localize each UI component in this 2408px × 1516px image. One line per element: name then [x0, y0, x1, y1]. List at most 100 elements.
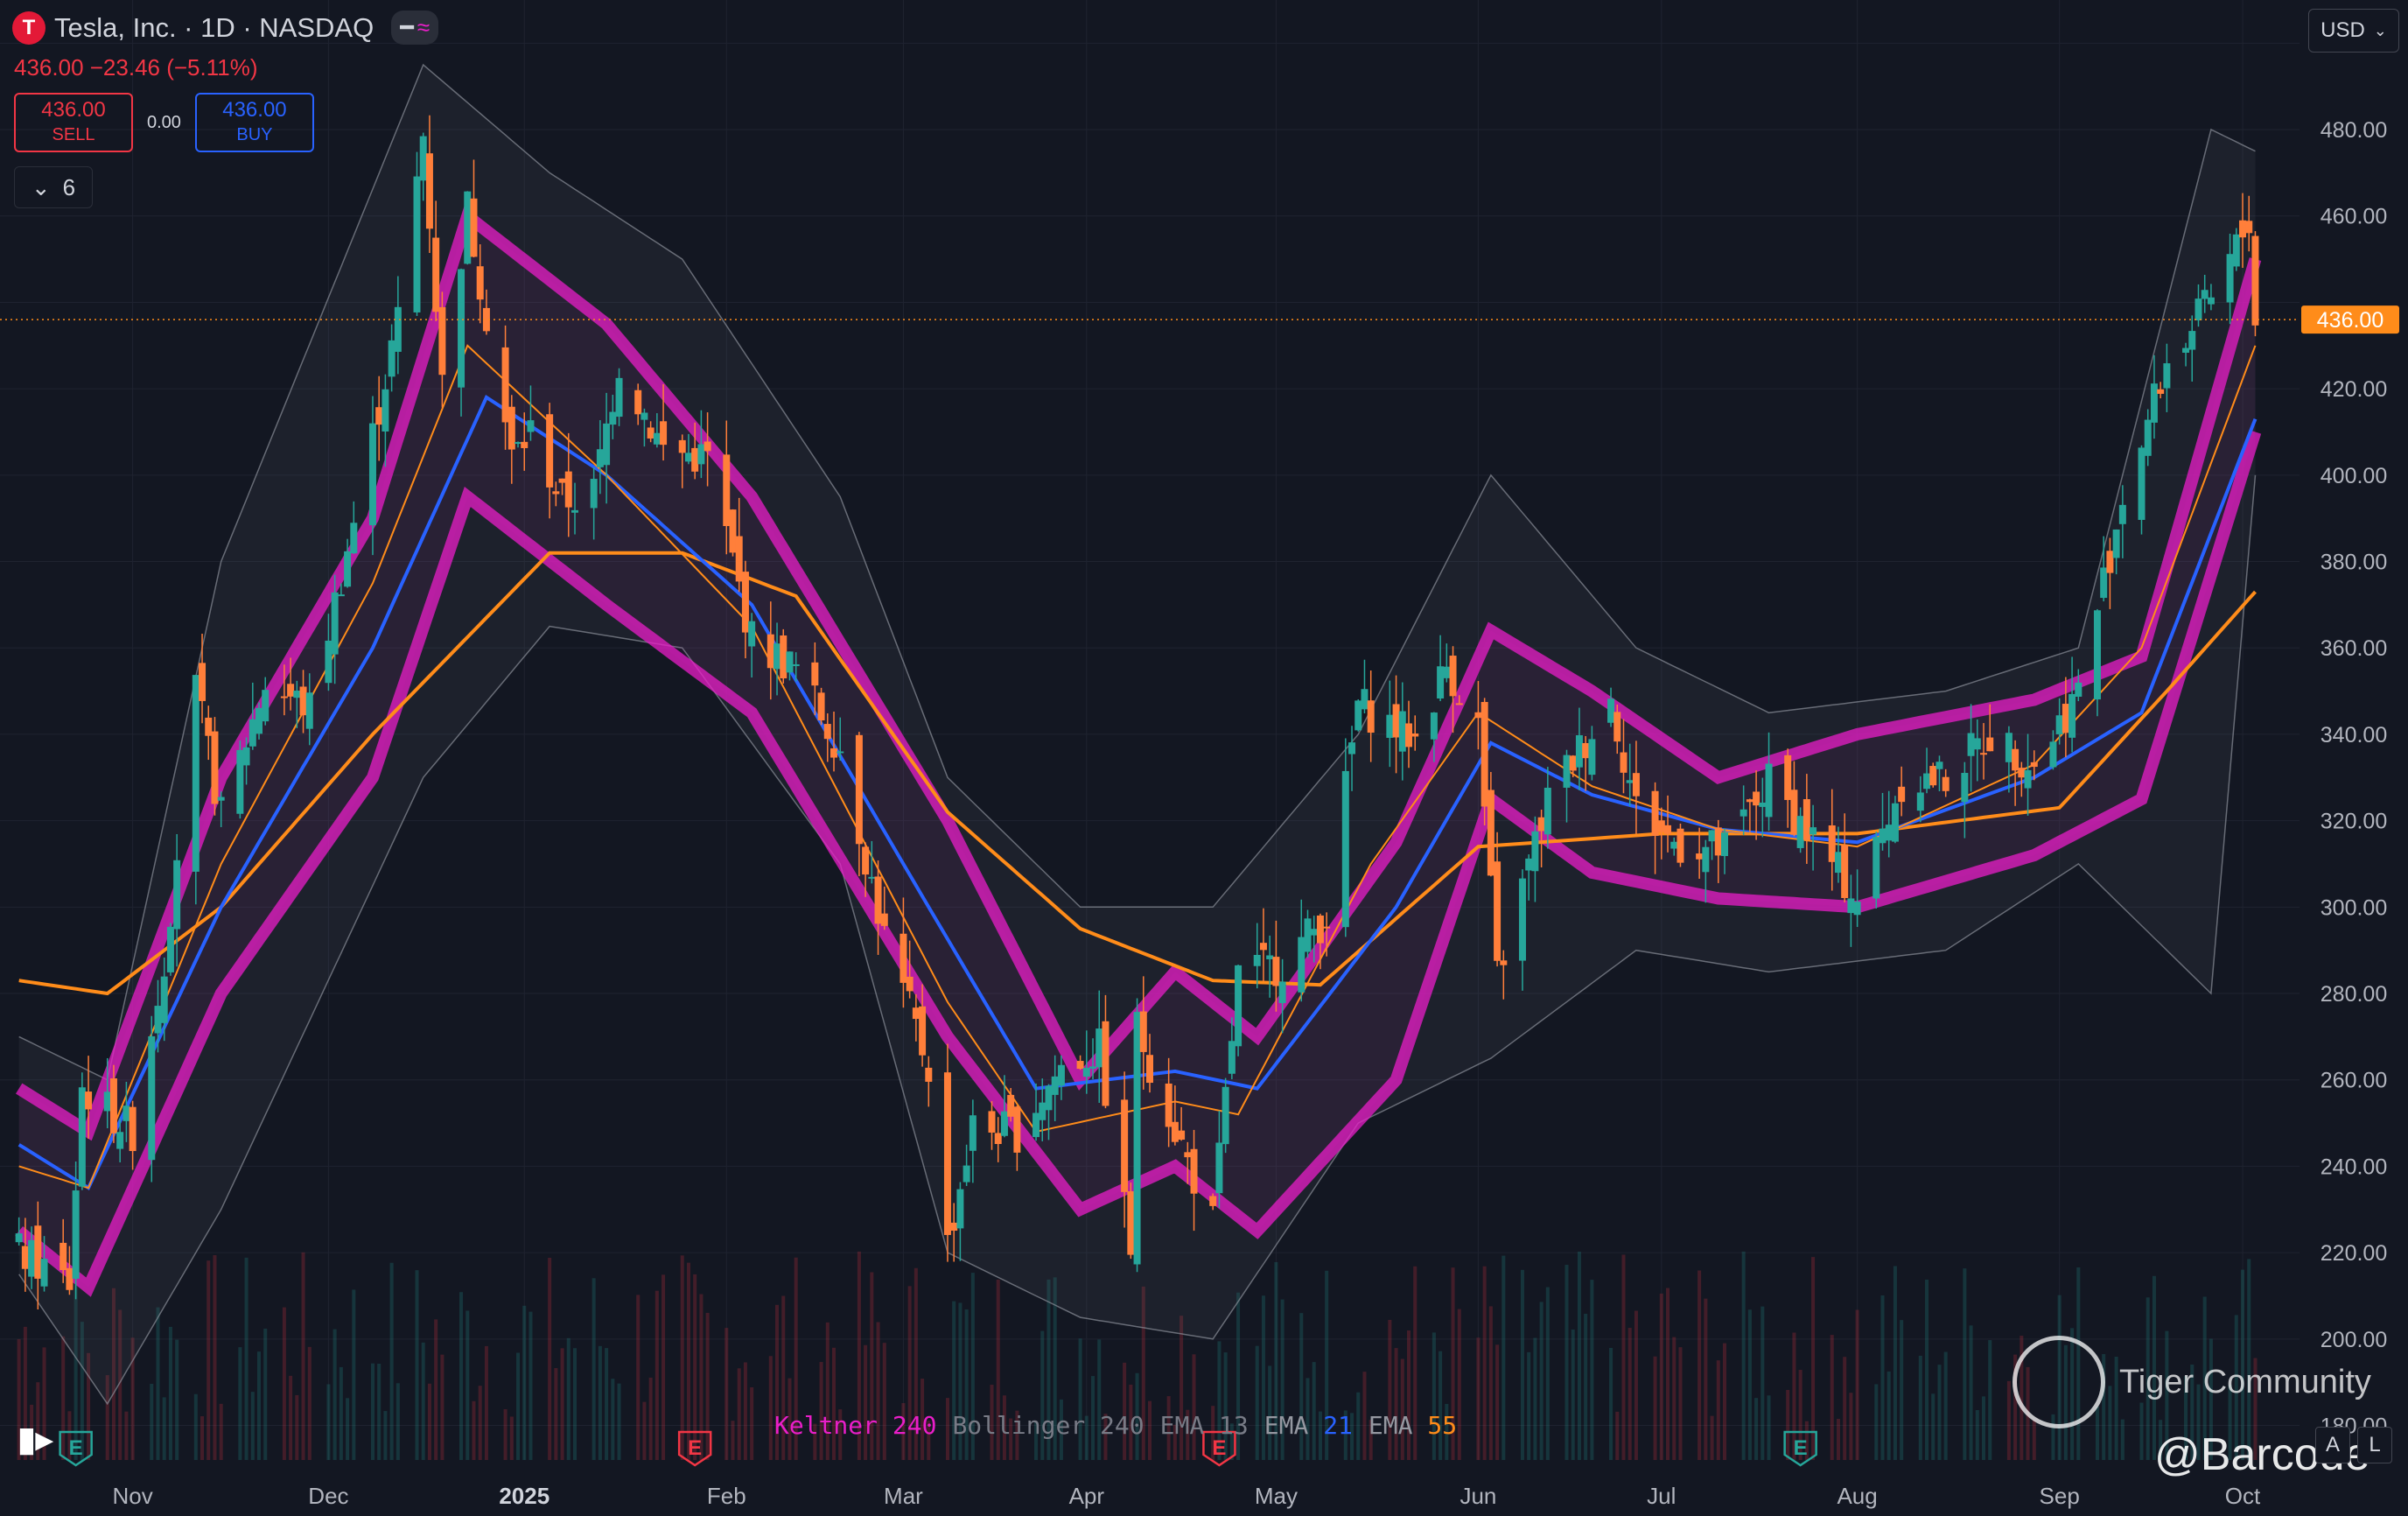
bollinger-band-fill — [18, 65, 2256, 1404]
volume-bar — [2095, 1407, 2099, 1460]
legend-keltner-label: Keltner — [774, 1411, 878, 1440]
volume-bar — [2032, 1420, 2036, 1460]
log-scale-button[interactable]: L — [2357, 1427, 2392, 1463]
volume-bar — [2234, 1315, 2238, 1460]
volume-bar — [927, 1421, 931, 1460]
volume-bar — [1672, 1337, 1676, 1460]
volume-bar — [1969, 1325, 1973, 1460]
candle-body — [1676, 828, 1684, 863]
candle-body — [868, 876, 876, 879]
candle-body — [173, 860, 181, 930]
volume-bar — [289, 1375, 293, 1460]
candle-body — [1272, 957, 1280, 986]
candle-body — [1620, 752, 1628, 773]
volume-bar — [693, 1274, 697, 1460]
volume-bar — [1577, 1252, 1581, 1460]
symbol-header[interactable]: T Tesla, Inc. · 1D · NASDAQ ━ ≈ — [12, 11, 439, 45]
candle-body — [2207, 297, 2215, 305]
volume-bar — [857, 1251, 861, 1460]
minus-icon[interactable]: ━ — [400, 14, 414, 40]
candle-body — [609, 411, 617, 425]
auto-scale-button[interactable]: A — [2315, 1427, 2350, 1463]
currency-select[interactable]: USD ⌄ — [2308, 9, 2399, 53]
candle-body — [1392, 704, 1400, 738]
chevron-down-icon: ⌄ — [31, 173, 51, 200]
candle-body — [2024, 769, 2032, 789]
volume-bar — [2120, 1419, 2124, 1460]
sell-label: SELL — [52, 125, 95, 144]
volume-bar — [36, 1382, 40, 1460]
volume-bar — [636, 1295, 640, 1460]
sell-button[interactable]: 436.00 SELL — [14, 93, 133, 152]
wave-icon[interactable]: ≈ — [416, 14, 430, 40]
candle-body — [2030, 762, 2038, 768]
legend-ema13[interactable]: EMA 13 — [1160, 1411, 1249, 1440]
volume-bar — [1590, 1280, 1594, 1460]
buy-button[interactable]: 436.00 BUY — [194, 93, 314, 152]
candle-body — [2093, 610, 2101, 700]
legend-ema21[interactable]: EMA 21 — [1264, 1411, 1353, 1440]
volume-bar — [295, 1394, 299, 1460]
candle-body — [862, 846, 870, 875]
volume-bar — [1704, 1298, 1708, 1460]
legend-ema55[interactable]: EMA 55 — [1368, 1411, 1457, 1440]
buy-price: 436.00 — [222, 98, 287, 122]
candle-body — [2245, 221, 2253, 234]
symbol-title[interactable]: Tesla, Inc. · 1D · NASDAQ — [54, 11, 374, 43]
volume-bar — [1874, 1384, 1879, 1460]
candle-body — [103, 1091, 111, 1112]
volume-bar — [396, 1383, 400, 1460]
candle-body — [375, 407, 383, 425]
volume-bar — [1628, 1328, 1632, 1460]
volume-bar — [383, 1411, 388, 1460]
volume-bar — [307, 1346, 312, 1460]
legend-bollinger-length: 240 — [1100, 1411, 1144, 1440]
volume-bar — [1495, 1344, 1500, 1460]
volume-bar — [2006, 1380, 2011, 1460]
volume-bar — [1356, 1392, 1361, 1460]
earnings-marker — [677, 1430, 712, 1467]
volume-bar — [1963, 1268, 1967, 1460]
candle-body — [2068, 693, 2076, 738]
volume-bar — [1836, 1418, 1840, 1460]
candle-body — [1784, 754, 1792, 800]
indicators-collapse-button[interactable]: ⌄ 6 — [14, 166, 93, 208]
candle-body — [1361, 689, 1368, 710]
legend-keltner[interactable]: Keltner 240 — [774, 1411, 936, 1440]
tiger-community-watermark: Tiger Community — [2012, 1336, 2371, 1428]
candle-body — [413, 176, 421, 312]
legend-bollinger[interactable]: Bollinger 240 — [952, 1411, 1144, 1440]
candle-body — [129, 1106, 136, 1152]
volume-bar — [1988, 1340, 1992, 1460]
candle-body — [1000, 1111, 1008, 1136]
volume-bar — [2190, 1364, 2194, 1460]
candle-body — [1209, 1196, 1217, 1206]
candle-body — [1171, 1121, 1179, 1142]
candle-body — [943, 1072, 951, 1235]
candle-body — [28, 1239, 36, 1277]
candle-body — [1967, 733, 1975, 756]
candle-body — [305, 692, 313, 729]
volume-bar — [1350, 1413, 1354, 1460]
candle-body — [1828, 825, 1836, 862]
candle-body — [925, 1067, 933, 1082]
candle-body — [1664, 825, 1672, 834]
candle-body — [248, 719, 256, 747]
candle-body — [546, 414, 554, 488]
x-tick-label: Dec — [308, 1483, 348, 1509]
candle-body — [514, 442, 522, 445]
chart-mode-toggle[interactable]: ━ ≈ — [391, 11, 439, 45]
tradingview-logo-icon[interactable]: ▮▸ — [18, 1421, 52, 1458]
volume-bar — [213, 1255, 217, 1460]
volume-bar — [421, 1342, 425, 1460]
candle-body — [1614, 712, 1621, 742]
volume-bar — [611, 1379, 615, 1460]
candle-body — [1847, 898, 1855, 914]
volume-bar — [1754, 1398, 1759, 1460]
volume-bar — [1621, 1254, 1626, 1460]
earnings-marker-label: E — [69, 1436, 83, 1460]
volume-bar — [705, 1312, 710, 1460]
candle-body — [1670, 841, 1678, 849]
volume-bar — [1368, 1420, 1373, 1460]
